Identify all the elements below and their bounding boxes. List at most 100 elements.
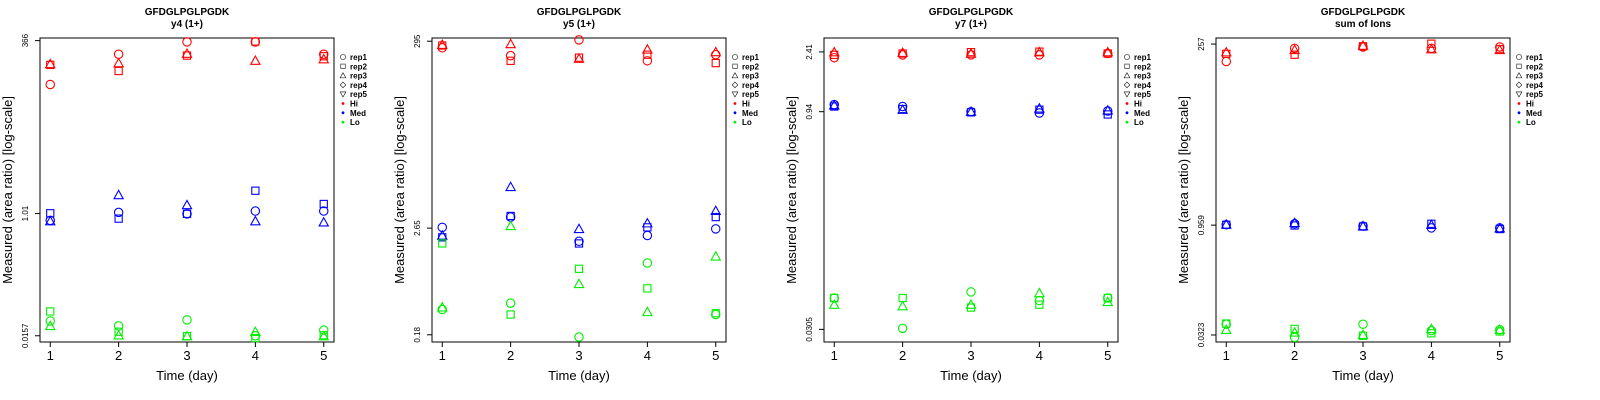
- chart-title: GFDGLPGLPGDK: [537, 7, 622, 18]
- point-hi-rep1: [642, 56, 653, 66]
- point-hi-rep2: [114, 66, 123, 76]
- y-tick-label: 0.959: [1197, 215, 1206, 236]
- point-hi-rep3: [1033, 46, 1045, 57]
- point-lo-rep1: [1289, 332, 1300, 343]
- plot-frame: [1215, 37, 1511, 343]
- legend-rep2: rep2: [350, 62, 367, 71]
- legend-lo: Lo: [350, 118, 360, 127]
- chart-title: GFDGLPGLPGDK: [929, 7, 1014, 18]
- point-lo-rep3: [505, 220, 517, 231]
- point-lo-rep2: [251, 333, 260, 343]
- legend-rep5: rep5: [1526, 90, 1543, 99]
- y-tick-label: 1.01: [21, 205, 30, 221]
- point-lo-rep1: [437, 304, 448, 315]
- legend-hi: Hi: [350, 100, 358, 109]
- point-med-rep1: [642, 230, 653, 241]
- point-med-rep1: [1034, 108, 1045, 118]
- legend-rep2-marker: [732, 63, 738, 69]
- point-hi-rep3: [965, 47, 977, 58]
- chart-subtitle: y4 (1+): [171, 19, 203, 30]
- point-lo-rep3: [641, 306, 653, 317]
- chart-title: GFDGLPGLPGDK: [145, 7, 230, 18]
- chart-subtitle: y7 (1+): [955, 19, 987, 30]
- point-lo-rep1: [642, 258, 653, 268]
- point-lo-rep3: [181, 330, 193, 341]
- chart-panel-y7: GFDGLPGLPGDK y7 (1+) 1 2 3 4 5 0.0305 0.94 2.41 Ti…: [784, 0, 1176, 400]
- point-lo-rep2: [1035, 300, 1044, 309]
- point-hi-rep3: [181, 47, 193, 58]
- point-lo-rep3: [1494, 323, 1506, 334]
- point-med-rep3: [965, 105, 977, 116]
- point-lo-rep3: [44, 320, 56, 331]
- legend-rep5-marker: [1515, 91, 1523, 98]
- point-med-rep1: [318, 206, 329, 216]
- point-lo-rep2: [1290, 324, 1299, 334]
- point-lo-rep3: [1425, 323, 1437, 334]
- legend-rep5: rep5: [350, 90, 367, 99]
- point-hi-rep1: [1494, 42, 1505, 52]
- y-tick-label: 2.41: [805, 44, 814, 60]
- chart-title: GFDGLPGLPGDK: [1321, 7, 1406, 18]
- legend-rep3-marker: [1515, 72, 1523, 79]
- legend-rep4-marker: [339, 81, 347, 89]
- legend-lo: Lo: [1134, 118, 1144, 127]
- chart-panel-y4: GFDGLPGLPGDK y4 (1+) 1 2 3 4 5 0.0157 1.01 366 Tim…: [0, 0, 392, 400]
- x-tick-label: 4: [1428, 348, 1435, 363]
- point-hi-rep1: [1221, 56, 1232, 67]
- point-med-rep3: [710, 205, 722, 216]
- point-hi-rep1: [505, 50, 516, 61]
- point-med-rep3: [249, 215, 261, 226]
- point-lo-rep2: [46, 307, 55, 316]
- point-med-rep2: [711, 212, 720, 222]
- y-tick-label: 295: [413, 34, 422, 48]
- y-tick-label: 0.94: [805, 103, 814, 119]
- point-hi-rep1: [45, 79, 56, 90]
- chart-subtitle: y5 (1+): [563, 19, 595, 30]
- point-med-rep1: [182, 209, 192, 219]
- x-tick-label: 3: [183, 348, 190, 363]
- point-lo-rep3: [710, 250, 722, 261]
- point-med-rep3: [318, 216, 330, 227]
- chart-subtitle: sum of Ions: [1335, 19, 1392, 30]
- point-med-rep3: [505, 181, 517, 192]
- legend-rep3-marker: [1123, 72, 1131, 79]
- point-lo-rep1: [966, 287, 976, 297]
- legend-med-dot: [1517, 111, 1521, 115]
- point-hi-rep3: [249, 54, 261, 65]
- legend-rep3: rep3: [350, 72, 367, 81]
- point-hi-rep1: [897, 50, 908, 60]
- point-med-rep3: [828, 99, 840, 110]
- legend-rep3-marker: [731, 72, 739, 79]
- point-hi-rep3: [113, 57, 125, 68]
- y-axis-label: Measured (area ratio) [log-scale]: [784, 96, 799, 284]
- point-lo-rep2: [114, 327, 123, 336]
- point-hi-rep3: [641, 43, 653, 54]
- x-tick-label: 1: [47, 348, 54, 363]
- legend-rep1: rep1: [1134, 53, 1151, 62]
- point-med-rep3: [1357, 220, 1369, 231]
- legend-rep4: rep4: [1526, 81, 1543, 90]
- point-lo-rep2: [438, 239, 447, 248]
- point-lo-rep1: [182, 315, 192, 325]
- point-med-rep3: [897, 103, 909, 114]
- plot-frame: [39, 37, 335, 343]
- point-hi-rep1: [574, 35, 584, 45]
- point-lo-rep1: [1102, 293, 1113, 303]
- point-lo-rep3: [965, 298, 977, 309]
- point-med-rep1: [574, 236, 584, 247]
- point-med-rep2: [506, 211, 515, 221]
- x-axis-label: Time (day): [1332, 368, 1394, 383]
- legend-rep4-marker: [731, 81, 739, 89]
- x-tick-label: 1: [1223, 348, 1230, 363]
- point-med-rep3: [1494, 222, 1506, 233]
- legend-rep2: rep2: [1134, 62, 1151, 71]
- point-med-rep3: [436, 229, 448, 240]
- y-tick-label: 257: [1197, 37, 1206, 51]
- point-med-rep3: [44, 215, 56, 226]
- y-tick-label: 366: [21, 33, 30, 47]
- x-tick-label: 3: [1359, 348, 1366, 363]
